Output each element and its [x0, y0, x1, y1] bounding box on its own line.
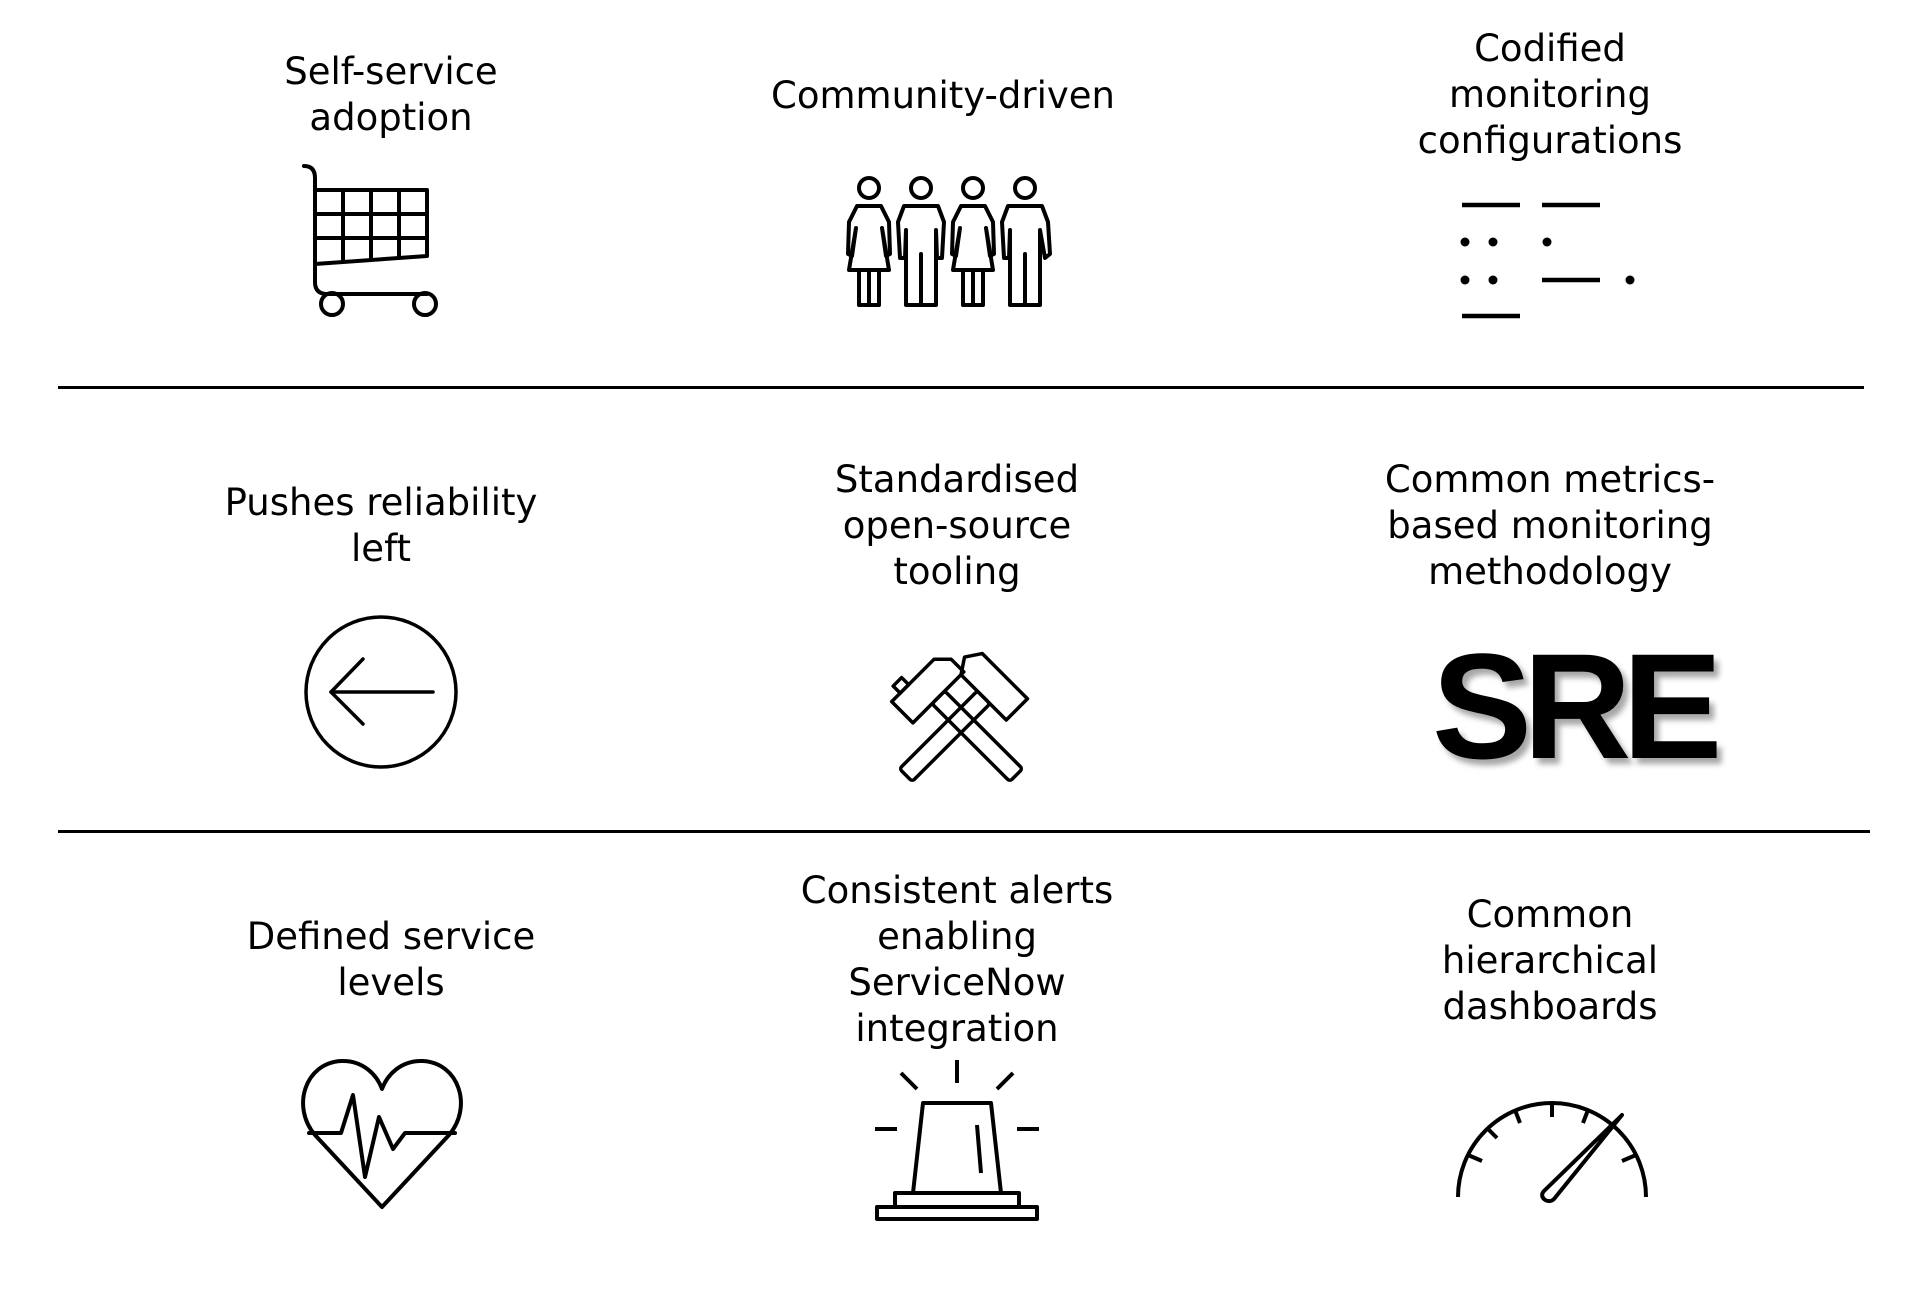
row-divider-2 [58, 830, 1870, 833]
cell-pushes-reliability-left: Pushes reliability left [181, 389, 581, 830]
alarm-beacon-icon [875, 1060, 1039, 1221]
crossed-hammers-icon [889, 651, 1030, 783]
cell-self-service-adoption: Self-service adoption [191, 0, 591, 386]
people-group-icon [846, 176, 1052, 307]
cell-consistent-alerts: Consistent alerts enabling ServiceNow in… [757, 833, 1157, 1309]
sre-logo: SRE [1432, 622, 1722, 790]
cell-label: Defined service levels [246, 915, 536, 1004]
code-dots-icon [1460, 202, 1635, 319]
row-divider-1 [58, 386, 1864, 389]
shopping-cart-icon [302, 164, 438, 317]
speedometer-icon [1456, 1101, 1648, 1204]
cell-label: Codified monitoring configurations [1417, 27, 1683, 162]
cell-codified-monitoring: Codified monitoring configurations [1350, 0, 1750, 386]
cell-standardised-tooling: Standardised open-source tooling [757, 389, 1157, 830]
arrow-left-circle-icon [304, 615, 458, 769]
cell-label: Consistent alerts enabling ServiceNow in… [800, 869, 1114, 1050]
cell-defined-service-levels: Defined service levels [191, 833, 591, 1309]
cell-label: Common metrics- based monitoring methodo… [1384, 458, 1716, 593]
cell-hierarchical-dashboards: Common hierarchical dashboards [1350, 833, 1750, 1309]
cell-label: Common hierarchical dashboards [1441, 893, 1659, 1028]
cell-label: Pushes reliability left [224, 481, 538, 570]
cell-label: Standardised open-source tooling [834, 458, 1080, 593]
cell-community-driven: Community-driven [743, 0, 1143, 386]
cell-common-metrics: Common metrics- based monitoring methodo… [1350, 389, 1750, 830]
heart-pulse-icon [301, 1058, 463, 1209]
cell-label: Self-service adoption [284, 50, 498, 139]
cell-label: Community-driven [771, 74, 1115, 117]
